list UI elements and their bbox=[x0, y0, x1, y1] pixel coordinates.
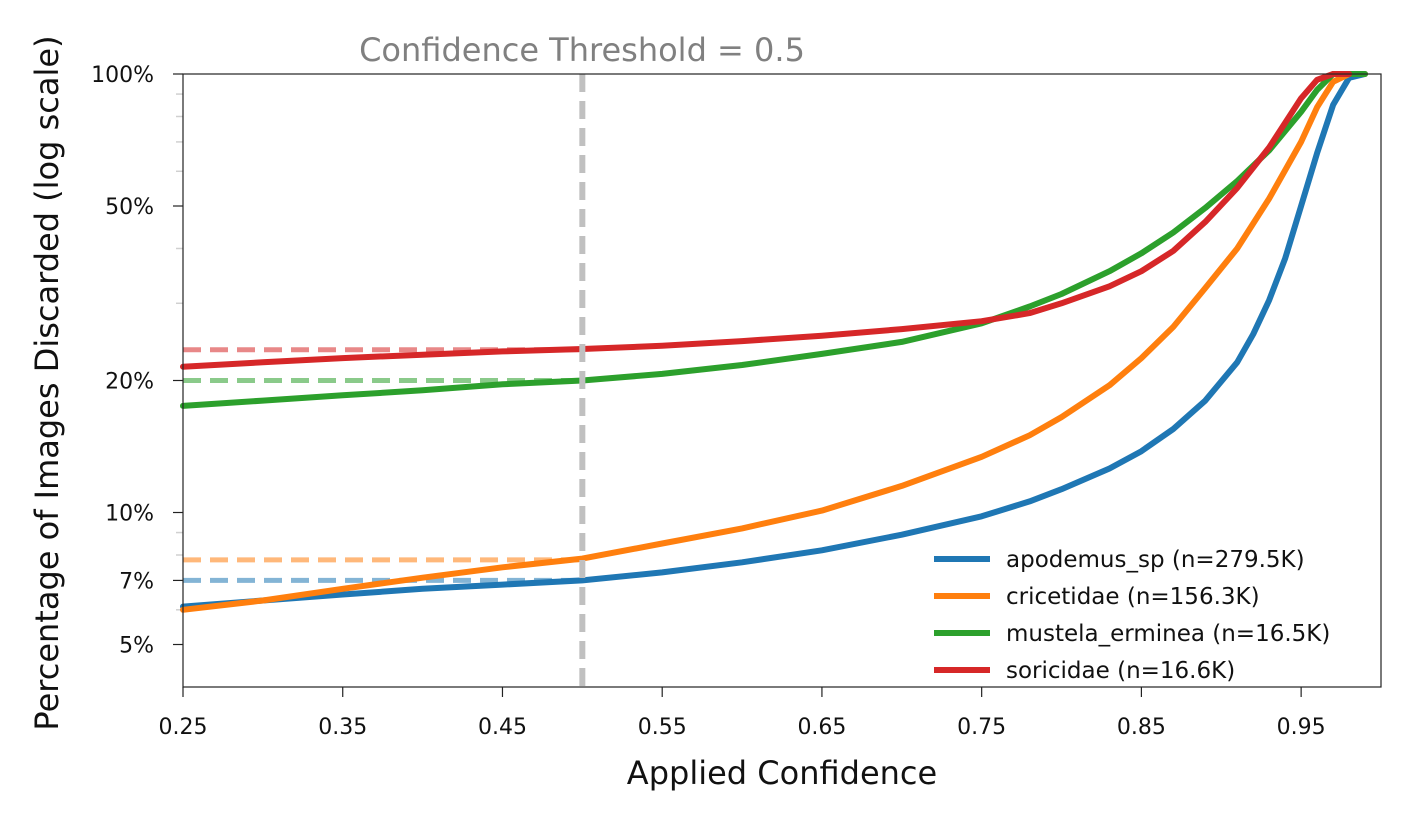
x-axis-ticks: 0.25 0.35 0.45 0.55 0.65 0.75 0.85 0.95 bbox=[159, 687, 1326, 740]
x-tick-label: 0.95 bbox=[1277, 715, 1326, 740]
series-lines bbox=[180, 71, 1368, 613]
x-axis-title: Applied Confidence bbox=[627, 754, 937, 792]
y-tick-label: 50% bbox=[105, 195, 154, 220]
y-tick-label: 5% bbox=[119, 634, 154, 659]
legend-label: soricidae (n=16.6K) bbox=[1006, 658, 1235, 684]
threshold-annotation: Confidence Threshold = 0.5 bbox=[359, 31, 805, 69]
legend-label: apodemus_sp (n=279.5K) bbox=[1006, 547, 1305, 573]
series-line bbox=[180, 71, 1368, 409]
legend-label: cricetidae (n=156.3K) bbox=[1006, 584, 1260, 610]
legend: apodemus_sp (n=279.5K) cricetidae (n=156.… bbox=[934, 547, 1330, 684]
x-tick-label: 0.55 bbox=[638, 715, 687, 740]
x-tick-label: 0.85 bbox=[1117, 715, 1166, 740]
legend-label: mustela_erminea (n=16.5K) bbox=[1006, 621, 1330, 647]
y-axis-title: Percentage of Images Discarded (log scal… bbox=[28, 35, 66, 730]
y-tick-label: 100% bbox=[91, 63, 154, 88]
series-line bbox=[180, 71, 1368, 613]
x-tick-label: 0.65 bbox=[797, 715, 846, 740]
y-tick-label: 7% bbox=[119, 569, 154, 594]
x-tick-label: 0.75 bbox=[957, 715, 1006, 740]
y-axis-ticks: 5% 7% 10% 20% 50% 100% bbox=[91, 63, 183, 659]
x-tick-label: 0.35 bbox=[318, 715, 367, 740]
x-tick-label: 0.25 bbox=[159, 715, 208, 740]
x-tick-label: 0.45 bbox=[478, 715, 527, 740]
series-line bbox=[180, 71, 1353, 370]
y-tick-label: 10% bbox=[105, 502, 154, 527]
y-minor-ticks bbox=[176, 93, 183, 611]
y-tick-label: 20% bbox=[105, 370, 154, 395]
series-line bbox=[180, 71, 1368, 610]
